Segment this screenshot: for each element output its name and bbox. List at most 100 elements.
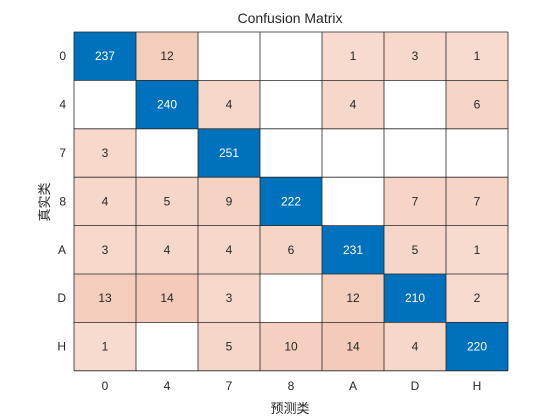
matrix-cell-0-8 (260, 32, 322, 81)
matrix-cell-0-7 (198, 32, 260, 81)
matrix-cell-A-4 (136, 225, 198, 274)
matrix-cell-7-H (446, 128, 508, 178)
cell-value-label: 1 (102, 340, 109, 354)
x-tick-label: 0 (102, 379, 109, 393)
cell-value-label: 4 (226, 98, 233, 112)
matrix-cell-0-A (322, 32, 384, 81)
cell-value-label: 240 (157, 98, 177, 112)
matrix-cell-A-A (322, 225, 384, 274)
x-tick-label: 8 (288, 379, 295, 393)
cell-value-label: 7 (412, 194, 419, 208)
cell-value-label: 5 (226, 340, 233, 354)
matrix-cell-H-H (446, 322, 508, 371)
matrix-cell-4-4 (136, 80, 198, 129)
y-tick-label: 8 (59, 194, 66, 208)
x-tick-labels: 0 4 7 8 A D H (102, 379, 482, 393)
matrix-cell-H-8 (260, 322, 322, 371)
matrix-cell-4-0 (74, 80, 136, 129)
x-tick-label: 7 (226, 379, 233, 393)
cell-value-label: 3 (102, 243, 109, 257)
cell-value-label: 2 (474, 291, 481, 305)
cell-value-label: 5 (164, 194, 171, 208)
x-axis-label: 预测类 (270, 401, 309, 416)
matrix-cell-D-8 (260, 274, 322, 323)
chart-title: Confusion Matrix (237, 10, 342, 26)
cell-value-label: 210 (405, 291, 425, 305)
cell-value-label: 231 (343, 243, 363, 257)
matrix-cell-0-0 (74, 32, 136, 81)
matrix-cell-A-D (384, 225, 446, 274)
y-axis-label: 真实类 (37, 182, 52, 221)
y-tick-label: D (57, 291, 66, 305)
y-tick-label: A (58, 243, 66, 257)
matrix-cell-A-0 (74, 225, 136, 274)
matrix-cell-8-D (384, 177, 446, 226)
matrix-cell-7-A (322, 128, 384, 178)
matrix-cell-4-A (322, 80, 384, 129)
matrix-cell-H-D (384, 322, 446, 371)
cell-value-label: 3 (102, 146, 109, 160)
cell-value-label: 6 (288, 243, 295, 257)
matrix-cell-8-A (322, 177, 384, 226)
matrix-cell-8-7 (198, 177, 260, 226)
matrix-cell-A-8 (260, 225, 322, 274)
x-tick-label: 4 (164, 379, 171, 393)
matrix-cell-D-4 (136, 274, 198, 323)
matrix-cell-D-A (322, 274, 384, 323)
cell-value-label: 5 (412, 243, 419, 257)
matrix-cell-D-H (446, 274, 508, 323)
matrix-cell-H-4 (136, 322, 198, 371)
cell-value-label: 4 (412, 340, 419, 354)
matrix-cell-D-0 (74, 274, 136, 323)
cell-value-label: 1 (350, 49, 357, 63)
matrix-cell-8-H (446, 177, 508, 226)
x-tick-label: H (473, 379, 482, 393)
cell-value-label: 251 (219, 146, 239, 160)
matrix-cell-D-D (384, 274, 446, 323)
cell-value-label: 4 (226, 243, 233, 257)
matrix-cell-0-H (446, 32, 508, 81)
cell-value-label: 222 (281, 194, 301, 208)
matrix-cell-7-0 (74, 128, 136, 178)
matrix-cell-4-D (384, 80, 446, 129)
y-tick-label: H (57, 340, 66, 354)
matrix-gridlines (73, 31, 509, 372)
y-tick-label: 4 (59, 98, 66, 112)
matrix-cell-4-H (446, 80, 508, 129)
matrix-cell-7-D (384, 128, 446, 178)
matrix-cell-4-8 (260, 80, 322, 129)
matrix-cell-8-0 (74, 177, 136, 226)
matrix-cell-7-4 (136, 128, 198, 178)
matrix-cell-A-7 (198, 225, 260, 274)
matrix-cell-7-7 (198, 128, 260, 178)
cell-value-label: 3 (412, 49, 419, 63)
y-tick-label: 7 (59, 146, 66, 160)
cell-value-label: 14 (346, 340, 360, 354)
x-tick-label: D (411, 379, 420, 393)
matrix-cell-4-7 (198, 80, 260, 129)
cell-value-label: 1 (474, 243, 481, 257)
matrix-cell-7-8 (260, 128, 322, 178)
cell-value-label: 220 (467, 340, 487, 354)
cell-value-label: 9 (226, 194, 233, 208)
matrix-cell-D-7 (198, 274, 260, 323)
cell-value-label: 14 (160, 291, 174, 305)
cell-value-label: 10 (284, 340, 298, 354)
matrix-cell-0-D (384, 32, 446, 81)
matrix-cell-H-0 (74, 322, 136, 371)
cell-value-label: 4 (350, 98, 357, 112)
matrix-cell-8-4 (136, 177, 198, 226)
cell-value-label: 7 (474, 194, 481, 208)
matrix-cell-0-4 (136, 32, 198, 81)
cell-value-label: 4 (102, 194, 109, 208)
cell-value-label: 12 (346, 291, 360, 305)
matrix-cell-8-8 (260, 177, 322, 226)
matrix-cell-A-H (446, 225, 508, 274)
y-tick-label: 0 (59, 49, 66, 63)
cell-value-label: 237 (95, 49, 115, 63)
cell-value-label: 3 (226, 291, 233, 305)
y-tick-labels: 0 4 7 8 A D H (57, 49, 66, 353)
